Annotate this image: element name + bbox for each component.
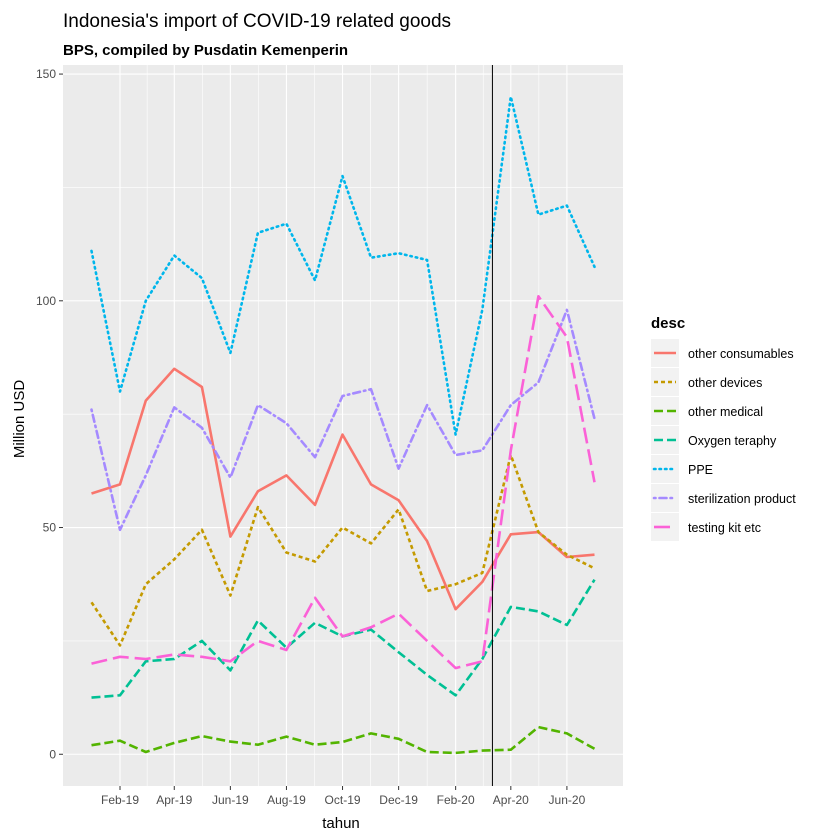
- chart-subtitle: BPS, compiled by Pusdatin Kemenperin: [63, 42, 348, 59]
- series-layer: [90, 95, 596, 755]
- series-line-other-consumables: [91, 367, 595, 611]
- x-tick-label: Feb-20: [437, 793, 475, 807]
- series-line-ppe: [90, 95, 596, 436]
- chart-title: Indonesia's import of COVID-19 related g…: [63, 11, 451, 32]
- legend-title: desc: [651, 315, 685, 332]
- x-tick-label: Oct-19: [325, 793, 361, 807]
- legend-label-ppe: PPE: [688, 463, 713, 477]
- y-tick-label: 0: [49, 747, 56, 761]
- legend-label-oxygen-teraphy: Oxygen teraphy: [688, 434, 777, 448]
- grid-major: [63, 65, 623, 786]
- y-tick-label: 150: [36, 67, 56, 81]
- legend-label-sterilization-product: sterilization product: [688, 492, 796, 506]
- x-axis-ticks: Feb-19 Apr-19 Jun-19 Aug-19 Oct-19 Dec-19 Feb-…: [101, 786, 586, 807]
- y-tick-label: 100: [36, 294, 56, 308]
- legend-label-other-consumables: other consumables: [688, 347, 794, 361]
- legend-items: other consumables other devices other medi…: [651, 339, 796, 541]
- y-tick-label: 50: [43, 521, 57, 535]
- x-tick-label: Jun-20: [549, 793, 586, 807]
- x-tick-label: Aug-19: [267, 793, 306, 807]
- y-axis-title: Million USD: [11, 380, 28, 459]
- series-line-testing-kit-etc: [91, 294, 596, 670]
- x-tick-label: Feb-19: [101, 793, 139, 807]
- x-axis-title: tahun: [322, 815, 360, 832]
- series-line-other-medical: [91, 725, 596, 755]
- x-tick-label: Dec-19: [379, 793, 418, 807]
- legend-label-other-medical: other medical: [688, 405, 763, 419]
- x-tick-label: Apr-20: [493, 793, 529, 807]
- legend-label-testing-kit-etc: testing kit etc: [688, 521, 761, 535]
- series-line-sterilization-product: [90, 308, 596, 532]
- y-axis-ticks: 0 50 100 150: [36, 67, 63, 761]
- legend-label-other-devices: other devices: [688, 376, 762, 390]
- series-line-other-devices: [90, 453, 596, 647]
- x-tick-label: Apr-19: [156, 793, 192, 807]
- x-tick-label: Jun-19: [212, 793, 249, 807]
